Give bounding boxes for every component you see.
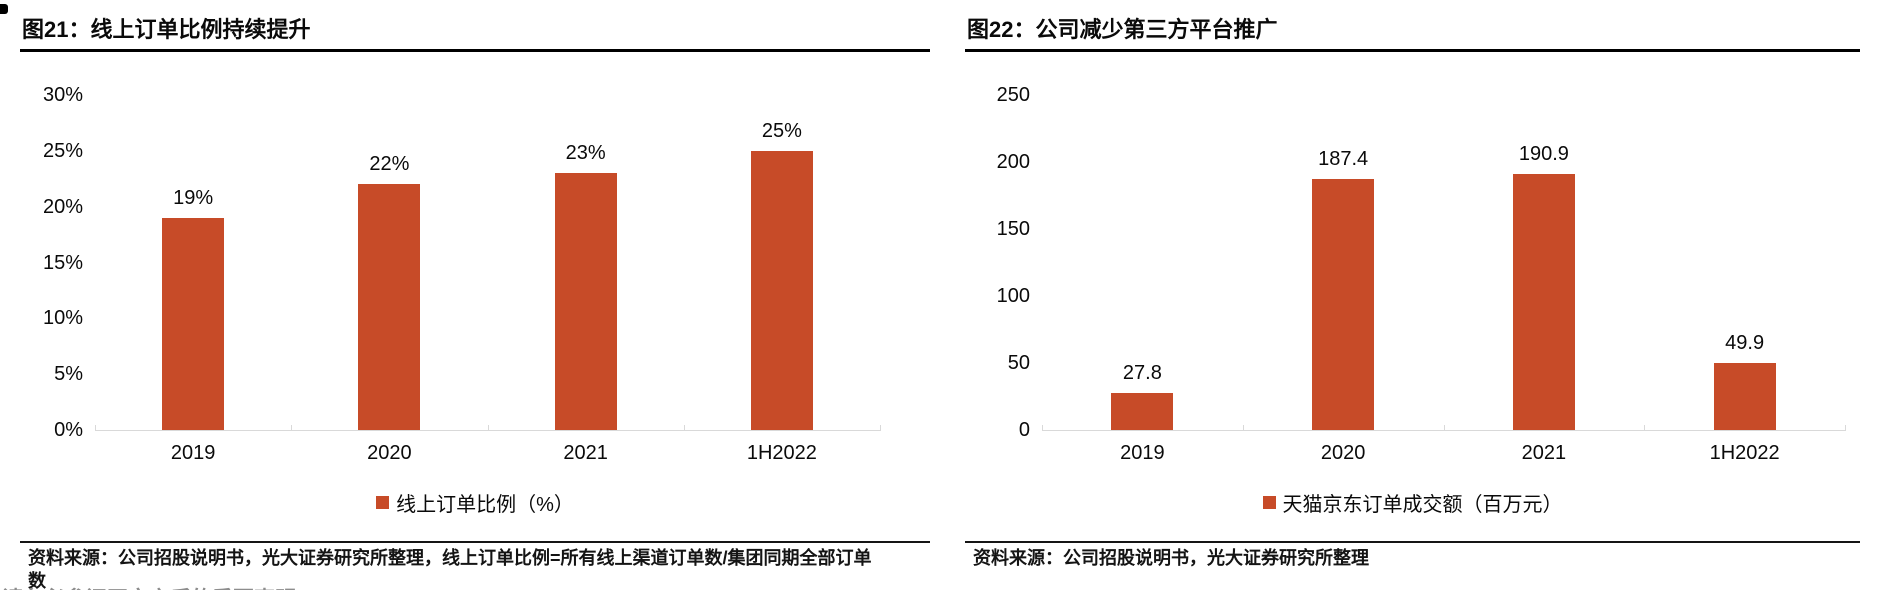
x-axis-tick <box>291 425 293 431</box>
value-label: 19% <box>173 186 214 209</box>
bar-cell-2019: 19% <box>95 95 291 430</box>
source-divider <box>965 541 1860 543</box>
bar-2019 <box>1111 392 1174 430</box>
bar-cell-1H2022: 25% <box>684 95 880 430</box>
y-axis-label: 10% <box>42 307 83 330</box>
legend: 天猫京东订单成交额（百万元） <box>965 488 1860 517</box>
x-axis-tick <box>1845 425 1846 431</box>
x-axis-tick <box>880 425 881 431</box>
x-axis-tick <box>1042 425 1043 431</box>
plot-area: 27.8 187.4 190.9 49.9 <box>1042 95 1846 431</box>
y-axis-label: 150 <box>996 218 1030 240</box>
x-axis-labels: 2019 2020 2021 1H2022 <box>95 442 880 465</box>
bar-cell-1H2022: 49.9 <box>1644 95 1845 430</box>
bar-cell-2021: 23% <box>488 95 684 430</box>
x-axis-labels: 2019 2020 2021 1H2022 <box>1042 442 1845 465</box>
title-underline <box>965 49 1860 52</box>
legend: 线上订单比例（%） <box>20 488 930 517</box>
clipped-disclaimer-text: 请务必参阅正文之后的重要声明 <box>2 583 296 590</box>
value-label: 25% <box>761 119 802 142</box>
bar-2020 <box>358 184 421 430</box>
bar-cell-2021: 190.9 <box>1444 95 1645 430</box>
y-axis: 0 50 100 150 200 250 <box>958 84 1030 441</box>
value-label: 27.8 <box>1122 361 1162 384</box>
x-axis-label: 2020 <box>367 442 412 464</box>
y-axis-label: 0% <box>54 419 83 441</box>
value-label: 190.9 <box>1518 143 1569 166</box>
legend-label: 天猫京东订单成交额（百万元） <box>1282 494 1563 516</box>
x-axis-label: 1H2022 <box>1709 442 1780 464</box>
legend-marker-icon <box>1262 496 1276 509</box>
legend-marker-icon <box>376 496 390 509</box>
bar-2019 <box>162 217 225 430</box>
y-axis-label: 200 <box>996 151 1030 173</box>
y-axis-label: 20% <box>42 195 83 218</box>
y-axis-label: 25% <box>42 139 83 162</box>
bar-cell-2019: 27.8 <box>1042 95 1243 430</box>
bar-cell-2020: 187.4 <box>1243 95 1444 430</box>
figure-22-panel: 图22：公司减少第三方平台推广 0 50 100 150 200 250 27.8 187.… <box>965 0 1860 590</box>
y-axis-label: 0 <box>1018 419 1030 441</box>
x-axis-tick <box>1644 425 1646 431</box>
y-axis: 0% 5% 10% 15% 20% 25% 30% <box>11 84 83 441</box>
x-axis-tick <box>95 425 96 431</box>
bar-2021 <box>1512 174 1575 430</box>
source-divider <box>20 541 930 543</box>
plot-area: 19% 22% 23% 25% <box>95 95 881 431</box>
bar-cell-2020: 22% <box>291 95 487 430</box>
title-underline <box>20 49 930 52</box>
clipped-corner-mark <box>0 4 8 14</box>
figure-21-title: 图21：线上订单比例持续提升 <box>22 17 311 42</box>
x-axis-label: 2019 <box>170 442 216 464</box>
x-axis-label: 2020 <box>1320 442 1366 464</box>
x-axis-tick <box>487 425 489 431</box>
y-axis-label: 30% <box>42 84 83 106</box>
x-axis-tick <box>1443 425 1445 431</box>
x-axis-label: 2021 <box>563 442 608 464</box>
bar-2020 <box>1312 178 1375 430</box>
value-label: 187.4 <box>1318 147 1369 170</box>
x-axis-label: 1H2022 <box>746 442 817 464</box>
value-label: 22% <box>369 153 410 176</box>
source-note: 资料来源：公司招股说明书，光大证券研究所整理，线上订单比例=所有线上渠道订单数/… <box>28 548 872 590</box>
x-axis-label: 2019 <box>1120 442 1165 464</box>
x-axis-tick <box>683 425 685 431</box>
figure-22-title: 图22：公司减少第三方平台推广 <box>967 17 1278 42</box>
value-label: 23% <box>565 142 606 165</box>
bar-1H2022 <box>1713 363 1776 430</box>
y-axis-label: 15% <box>42 251 83 274</box>
y-axis-label: 250 <box>996 84 1030 106</box>
bar-2021 <box>554 173 617 430</box>
y-axis-label: 5% <box>54 363 83 386</box>
y-axis-label: 100 <box>996 285 1030 307</box>
y-axis-label: 50 <box>1007 352 1030 374</box>
legend-label: 线上订单比例（%） <box>396 494 574 516</box>
source-note: 资料来源：公司招股说明书，光大证券研究所整理 <box>973 548 1369 568</box>
x-axis-tick <box>1242 425 1244 431</box>
bar-1H2022 <box>750 150 813 430</box>
value-label: 49.9 <box>1725 332 1765 355</box>
figure-21-panel: 图21：线上订单比例持续提升 0% 5% 10% 15% 20% 25% 30% 19% 22… <box>20 0 930 590</box>
x-axis-label: 2021 <box>1521 442 1567 464</box>
